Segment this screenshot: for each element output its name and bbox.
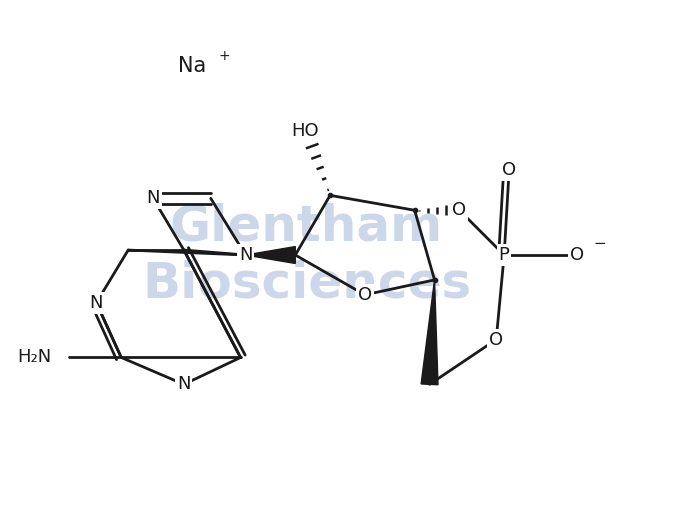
Text: Glentham: Glentham	[170, 202, 443, 251]
Text: O: O	[358, 286, 372, 304]
Text: N: N	[90, 294, 103, 312]
Text: O: O	[489, 331, 503, 348]
Text: N: N	[177, 375, 191, 393]
Text: H₂N: H₂N	[17, 348, 52, 367]
Text: O: O	[502, 162, 516, 179]
Text: N: N	[146, 189, 160, 207]
Text: Biosciences: Biosciences	[142, 259, 471, 307]
Text: N: N	[239, 246, 253, 264]
Text: +: +	[218, 49, 230, 63]
Text: O: O	[570, 246, 584, 264]
Polygon shape	[421, 280, 438, 385]
Polygon shape	[246, 246, 295, 264]
Text: −: −	[594, 236, 606, 251]
Text: O: O	[452, 201, 466, 219]
Text: Na: Na	[178, 56, 207, 76]
Text: P: P	[499, 246, 509, 264]
Text: HO: HO	[292, 122, 319, 140]
